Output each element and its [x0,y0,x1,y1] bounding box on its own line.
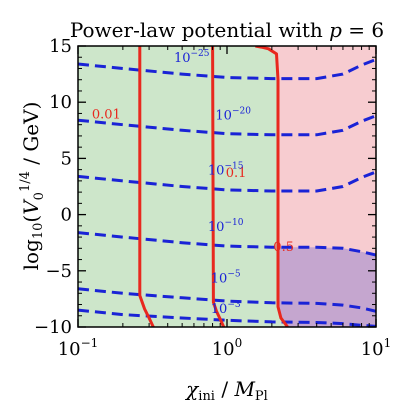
y-tick-label: 15 [49,36,72,57]
y-axis-label: log10(V01/4 / GeV) [18,102,47,271]
blue-contour-label-5: 10−3 [211,300,241,317]
x-axis-ticks: 10−1 100 101 [58,46,392,360]
contour-labels: 0.01 0.1 0.5 10−25 10−20 10−15 10−10 10−5 10−3 [92,49,294,317]
chart-title: Power-law potential with p = 6 [70,18,384,42]
region-purple [278,247,376,327]
blue-contour-5 [78,308,376,327]
blue-contour-label-1: 10−20 [215,107,251,124]
blue-contour-label-4: 10−5 [211,270,241,287]
blue-contour-3 [78,231,376,257]
y-tick-label: −5 [45,261,72,282]
blue-contour-label-3: 10−10 [208,218,244,235]
x-tick-label: 101 [361,336,392,360]
red-contour-label-2: 0.5 [273,240,294,255]
plot-area [78,46,376,327]
x-tick-label: 100 [212,336,243,360]
red-contour-0 [138,46,155,327]
y-axis-ticks: 15 10 5 0 −5 −10 [34,36,376,338]
red-contour-1 [211,46,226,327]
blue-contour-0 [78,58,376,81]
blue-contour-2 [78,170,376,193]
blue-contour-label-0: 10−25 [174,49,210,66]
red-contour-label-1: 0.1 [226,166,247,181]
red-contour-2 [255,46,289,327]
y-tick-label: 5 [61,148,72,169]
y-tick-label: −10 [34,317,72,338]
blue-contour-1 [78,114,376,137]
red-contour-label-0: 0.01 [92,107,121,122]
x-axis-label: χini / MPl [184,377,268,404]
y-tick-label: 0 [61,205,72,226]
y-tick-label: 10 [49,92,72,113]
blue-contour-label-2: 10−15 [208,162,244,179]
x-tick-label: 10−1 [58,336,99,360]
blue-contour-4 [78,287,376,313]
